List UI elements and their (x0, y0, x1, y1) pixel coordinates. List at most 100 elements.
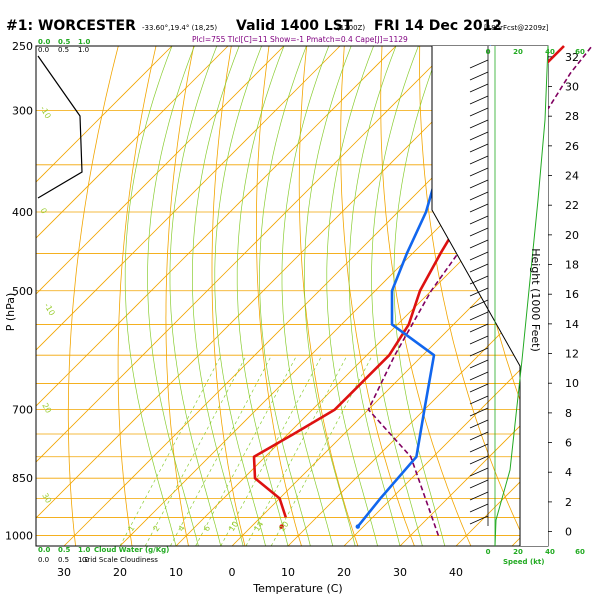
moist-adiabat (393, 46, 446, 546)
wind-speed-label: Speed (kt) (503, 558, 544, 566)
chart-title: #1: WORCESTER (6, 18, 136, 34)
height-tick-label: 30 (565, 81, 579, 94)
isotherm-line (343, 341, 548, 546)
height-tick-label: 10 (565, 377, 579, 390)
height-tick-label: 24 (565, 170, 579, 183)
mixing-ratio-label: 1 (126, 524, 136, 533)
wind-barb (469, 179, 489, 189)
wind-barb (469, 71, 489, 81)
moist-adiabat (214, 46, 266, 546)
mixing-ratio-line (119, 355, 222, 546)
chart-forecast: [18hrFcst@2209z] (484, 24, 549, 32)
wind-barb (469, 263, 489, 273)
wind-barb (469, 371, 489, 381)
wind-bottom-tick: 20 (513, 548, 523, 556)
moist-adiabat (348, 46, 401, 546)
mixing-ratio-label: 6 (202, 524, 212, 533)
x-axis-label: Temperature (C) (252, 582, 342, 595)
height-tick-label: 4 (565, 466, 572, 479)
wind-barb (469, 59, 489, 69)
moist-adiabat (326, 46, 378, 546)
wind-bottom-tick: 0 (486, 548, 491, 556)
dry-adiabat (117, 46, 157, 546)
wind-barb (469, 251, 489, 261)
top-scale-label: 0.5 (58, 46, 69, 54)
wind-barb (469, 167, 489, 177)
wind-barb (469, 443, 489, 453)
isotherm-line (36, 46, 173, 183)
pressure-tick-label: 850 (12, 472, 33, 485)
dry-adiabat (380, 46, 472, 546)
wind-barb (469, 359, 489, 369)
temperature-tick-label: 30 (393, 566, 407, 579)
top-green-scale-label: 1.0 (78, 38, 91, 46)
right-boundary (431, 46, 521, 546)
height-tick-label: 20 (565, 229, 579, 242)
wind-barb (469, 83, 489, 93)
wind-barb (469, 131, 489, 141)
right-mask (432, 46, 548, 546)
wind-barb (469, 395, 489, 405)
wind-barb (469, 227, 489, 237)
wind-barb (469, 407, 489, 417)
top-scale-label: 1.0 (78, 46, 89, 54)
bottom-green-scale-label: 0.0 (38, 546, 51, 554)
cloud-water-label: Cloud Water (g/Kg) (94, 546, 169, 554)
dry-adiabat (165, 46, 195, 546)
bottom-scale-label: 0.0 (38, 556, 49, 564)
mixing-ratio-label: 4 (177, 524, 187, 533)
temperature-tick-label: 40 (449, 566, 463, 579)
moist-adiabat (169, 46, 222, 546)
height-tick-label: 18 (565, 259, 579, 272)
pressure-tick-label: 250 (12, 40, 33, 53)
moist-adiabat (259, 46, 311, 546)
moist-adiabat (192, 46, 244, 546)
pressure-tick-label: 300 (12, 104, 33, 117)
pressure-tick-label: 700 (12, 404, 33, 417)
dry-adiabat (211, 46, 246, 546)
height-tick-label: 14 (565, 318, 579, 331)
wind-barb (469, 347, 489, 357)
wind-barb (469, 119, 489, 129)
wind-barb (469, 239, 489, 249)
wind-bottom-tick: 60 (575, 548, 585, 556)
wind-barb (469, 431, 489, 441)
decor-layer: 12461014200102030-100-102030250300400500… (5, 38, 585, 579)
isotherm-line (175, 173, 548, 546)
isotherm-line (36, 46, 397, 407)
height-tick-label: 32 (565, 51, 579, 64)
dry-adiabat (298, 46, 359, 546)
pressure-tick-label: 1000 (5, 530, 33, 543)
temperature-tick-label: 30 (57, 566, 71, 579)
wind-top-tick: 40 (545, 48, 555, 56)
pressure-tick-label: 400 (12, 206, 33, 219)
wind-top-tick: 60 (575, 48, 585, 56)
height-tick-label: 28 (565, 110, 579, 123)
height-tick-label: 16 (565, 288, 579, 301)
mixing-ratio-line (270, 355, 373, 546)
height-tick-label: 26 (565, 140, 579, 153)
wind-barb (469, 203, 489, 213)
wind-barb (469, 515, 489, 525)
surface-temperature-dot (279, 524, 284, 529)
height-tick-label: 2 (565, 496, 572, 509)
mixing-ratio-line (195, 355, 298, 546)
temperature-tick-label: 20 (113, 566, 127, 579)
temperature-tick-label: 0 (229, 566, 236, 579)
dry-adiabat (255, 46, 302, 546)
bottom-scale-label: 0.5 (58, 556, 69, 564)
wind-bottom-tick: 40 (545, 548, 555, 556)
wind-barb (469, 323, 489, 333)
temperature-tick-label: 10 (281, 566, 295, 579)
wind-barb (469, 503, 489, 513)
top-green-scale-label: 0.5 (58, 38, 71, 46)
isotherm-line (399, 397, 548, 546)
chart-valid: Valid 1400 LST (236, 18, 353, 34)
wind-barb (469, 467, 489, 477)
wind-barb (469, 95, 489, 105)
mixing-ratio-line (170, 355, 272, 546)
wind-barb (469, 107, 489, 117)
wind-barb (469, 311, 489, 321)
mixing-ratio-label: 2 (151, 524, 161, 533)
